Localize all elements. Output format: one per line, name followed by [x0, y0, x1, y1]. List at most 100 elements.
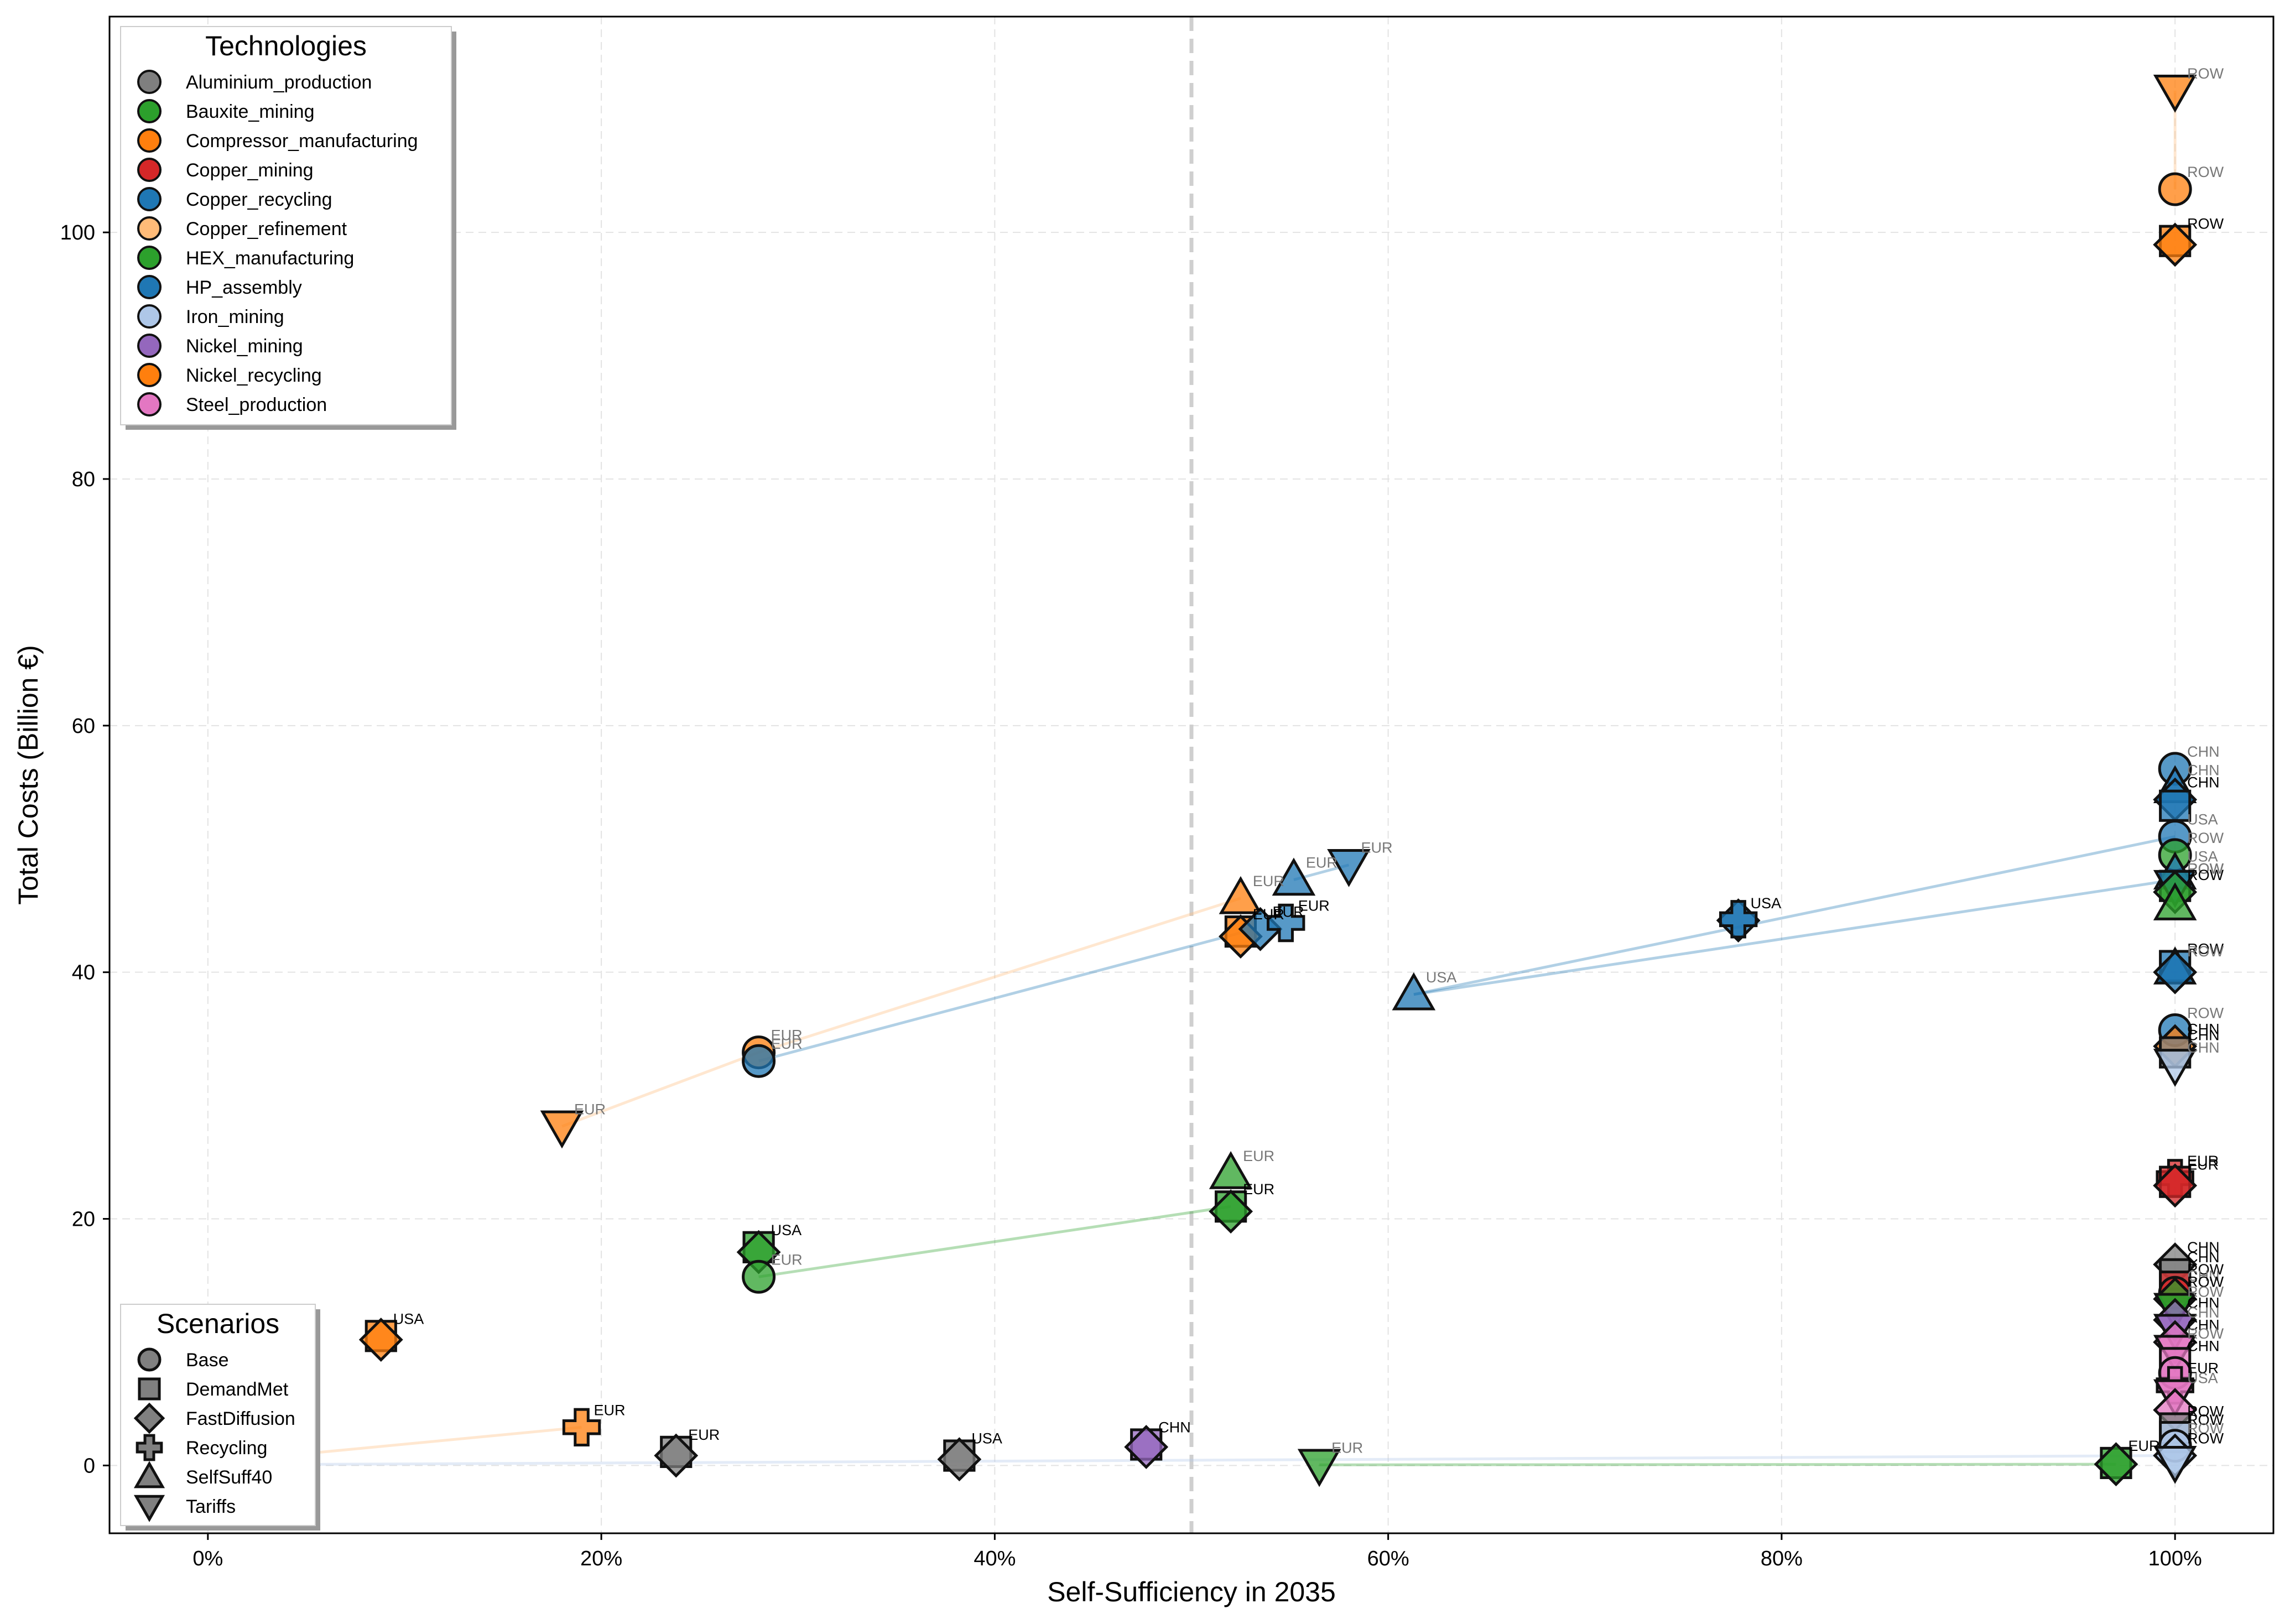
point-label: EUR	[1272, 904, 1304, 920]
legend-label: FastDiffusion	[186, 1408, 295, 1429]
legend-swatch	[137, 158, 162, 182]
data-point-bauxite-mining-fastdiffusion	[2094, 1442, 2138, 1487]
point-label: EUR	[1243, 1148, 1274, 1164]
legend-items: Base DemandMet FastDiffusion Recycling SelfS…	[133, 1347, 295, 1522]
data-point-iron-mining-tariffs	[2153, 1049, 2197, 1087]
point-label: ROW	[2187, 1004, 2224, 1021]
connector-line	[1413, 835, 2176, 996]
legend-marker	[136, 1434, 163, 1461]
point-label: USA	[771, 1222, 802, 1238]
legend-label: Copper_mining	[186, 160, 314, 181]
point-label: CHN	[2187, 774, 2220, 791]
data-point-copper-recycling-tariffs	[1327, 849, 1371, 887]
legend-box	[120, 26, 452, 425]
data-point-copper-recycling-selfsuff40	[1272, 857, 1316, 896]
point-label: EUR	[771, 1251, 803, 1268]
data-point-nickel-recycling-fastdiffusion	[2153, 222, 2198, 267]
data-point-hex-manufacturing-fastdiffusion	[1209, 1189, 1253, 1234]
point-label: USA	[393, 1310, 424, 1327]
data-point-copper-recycling-selfsuff40	[1392, 972, 1436, 1011]
connector-line	[758, 1205, 1231, 1278]
point-label: EUR	[688, 1427, 720, 1443]
legend-swatch	[137, 216, 162, 241]
technologies-legend: Technologies Aluminium_production Bauxite…	[120, 26, 456, 430]
data-points	[191, 75, 2198, 1487]
point-label: EUR	[1331, 1439, 1363, 1456]
point-label: USA	[2187, 811, 2218, 827]
legend-label: Base	[186, 1350, 229, 1371]
legend-label: HEX_manufacturing	[186, 248, 354, 269]
point-label: CHN	[2187, 1337, 2220, 1354]
x-tick-label: 0%	[192, 1547, 223, 1570]
point-label: CHN	[2187, 1267, 2220, 1284]
data-point-nickel-recycling-tariffs	[540, 1110, 584, 1149]
legend-marker	[133, 1495, 165, 1522]
data-point-copper-recycling-recycling	[1267, 903, 1305, 943]
point-label: EUR	[771, 1027, 803, 1044]
legend-items: Aluminium_production Bauxite_mining Compre…	[137, 70, 418, 417]
connector-line	[1413, 878, 2176, 996]
data-point-copper-recycling-base	[742, 1044, 776, 1078]
connector-line	[758, 931, 1241, 1063]
legend-swatch	[137, 304, 162, 329]
data-point-hex-manufacturing-selfsuff40	[1209, 1151, 1253, 1189]
x-tick-label: 80%	[1761, 1547, 1803, 1570]
legend-swatch	[137, 246, 162, 270]
data-point-aluminium-production-fastdiffusion	[654, 1433, 699, 1478]
data-point-copper-recycling-demandmet	[2159, 789, 2192, 822]
point-label: CHN	[1158, 1419, 1191, 1435]
legend-swatch	[137, 128, 162, 153]
data-point-hp-assembly-fastdiffusion	[2153, 950, 2198, 995]
legend-marker	[133, 1402, 165, 1434]
point-label: ROW	[2187, 941, 2224, 957]
data-point-hex-manufacturing-tariffs	[1297, 1449, 1341, 1487]
point-label: EUR	[1243, 1181, 1274, 1198]
point-label: ROW	[2187, 861, 2224, 877]
point-label: EUR	[594, 1402, 626, 1418]
y-tick-label: 0	[84, 1454, 95, 1477]
point-label: USA	[2187, 848, 2218, 865]
point-label: ROW	[2187, 830, 2224, 846]
legend-swatch	[137, 392, 162, 417]
point-label: ROW	[2187, 1283, 2224, 1300]
point-label: CHN	[2187, 743, 2220, 760]
point-label: CHN	[2187, 1316, 2220, 1333]
legend-label: Copper_recycling	[186, 189, 332, 210]
point-label: USA	[2187, 1370, 2218, 1386]
x-tick-label: 20%	[580, 1547, 622, 1570]
point-label: EUR	[1253, 873, 1284, 889]
data-point-hex-manufacturing-base	[742, 1259, 776, 1294]
point-label: USA	[971, 1430, 1002, 1447]
point-label: ROW	[2187, 867, 2224, 883]
legend-title: Technologies	[205, 30, 367, 61]
legend-swatch	[137, 334, 162, 358]
point-label: ROW	[2187, 1430, 2224, 1447]
data-point-nickel-recycling-base	[2158, 172, 2192, 206]
point-label: ROW	[2187, 164, 2224, 180]
legend-label: Iron_mining	[186, 306, 284, 327]
y-tick-label: 100	[60, 221, 95, 244]
legend-label: HP_assembly	[186, 277, 302, 298]
data-point-compressor-manufacturing-fastdiffusion	[358, 1318, 403, 1362]
point-label: ROW	[2187, 1403, 2224, 1420]
legend-label: DemandMet	[186, 1379, 289, 1400]
point-label: ROW	[2187, 1325, 2224, 1342]
point-label: ROW	[2187, 1412, 2224, 1428]
point-label: EUR	[1298, 898, 1330, 914]
legend-label: Recycling	[186, 1438, 267, 1459]
legend-label: Nickel_recycling	[186, 365, 322, 386]
point-label: CHN	[2187, 1239, 2220, 1256]
data-point-nickel-recycling-recycling	[562, 1408, 601, 1446]
plot-frame	[108, 15, 2275, 1534]
data-point-aluminium-production-fastdiffusion	[937, 1437, 982, 1482]
point-label: ROW	[2187, 65, 2224, 82]
y-tick-label: 80	[72, 468, 95, 491]
connector-line	[207, 1454, 2176, 1466]
data-point-nickel-mining-fastdiffusion	[1124, 1425, 1169, 1469]
data-point-iron-mining-tariffs	[2153, 1445, 2197, 1484]
y-axis-label: Total Costs (Billion €)	[13, 645, 44, 905]
legend-label: Nickel_mining	[186, 336, 303, 357]
point-label: ROW	[2187, 1420, 2224, 1437]
point-label: EUR	[2128, 1438, 2159, 1454]
